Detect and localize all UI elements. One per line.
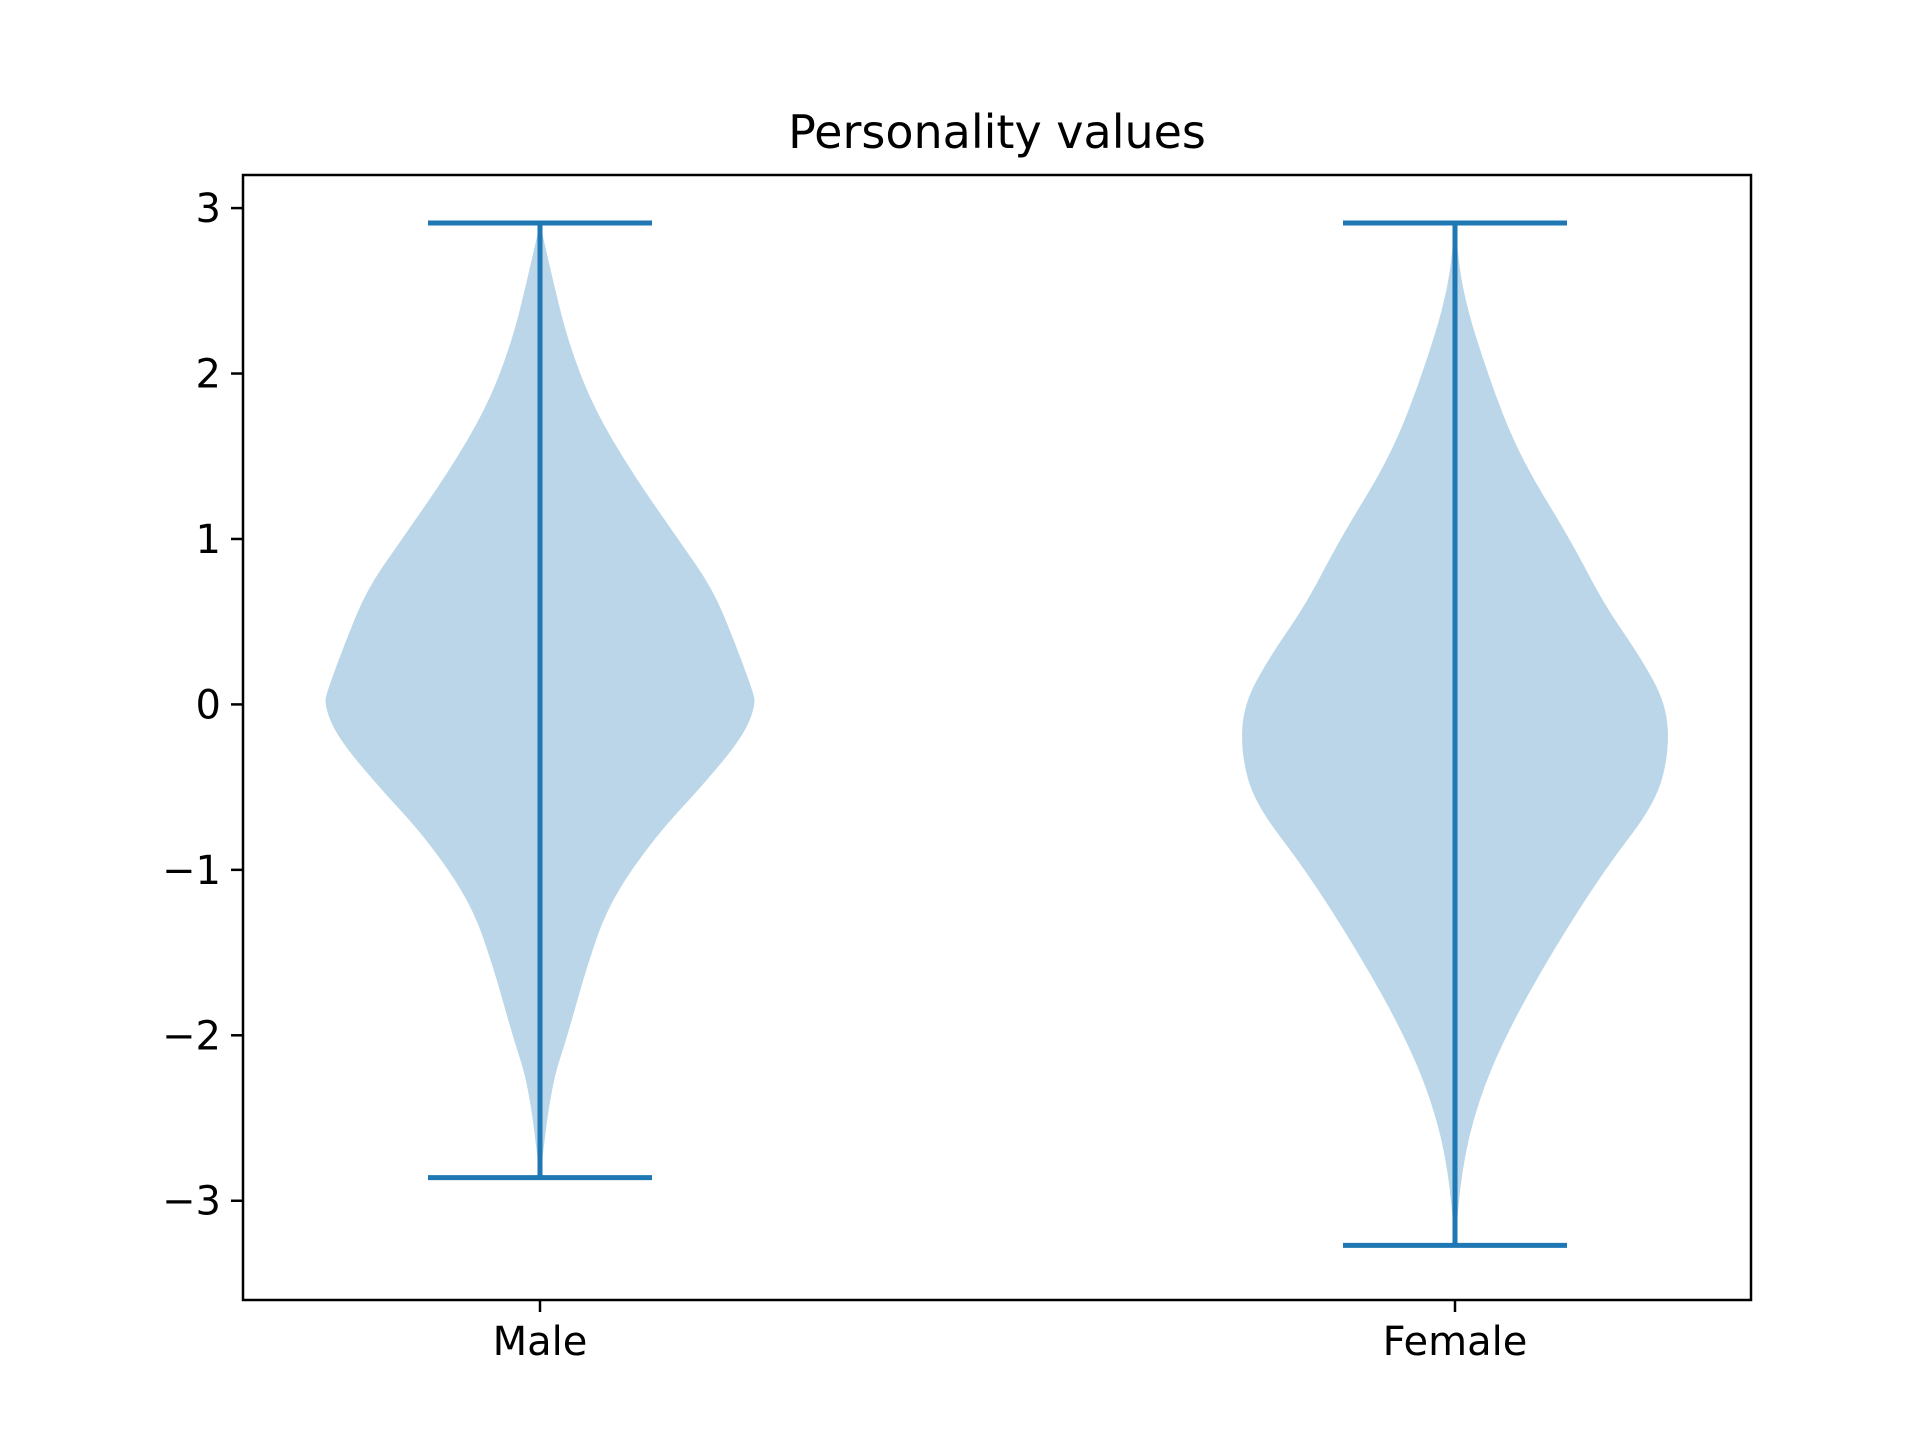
violins-layer: [325, 220, 1668, 1248]
y-tick-label: 0: [196, 682, 221, 728]
y-tick-label: 3: [196, 186, 221, 232]
y-tick-label: 1: [196, 517, 221, 563]
axes-frame: [241, 173, 1753, 1302]
y-tick-label: −2: [162, 1013, 221, 1059]
x-axis: Male Female: [493, 1300, 1528, 1365]
y-tick-label: −3: [162, 1179, 221, 1225]
y-tick-label: −1: [162, 848, 221, 894]
violin-female: [1242, 220, 1668, 1248]
y-tick-label: 2: [196, 352, 221, 398]
x-tick-label-male: Male: [493, 1319, 588, 1365]
chart-title: Personality values: [788, 105, 1206, 159]
x-tick-label-female: Female: [1383, 1319, 1528, 1365]
violin-male: [325, 220, 755, 1181]
y-axis: 3 2 1 0 −1 −2 −3: [162, 186, 243, 1225]
